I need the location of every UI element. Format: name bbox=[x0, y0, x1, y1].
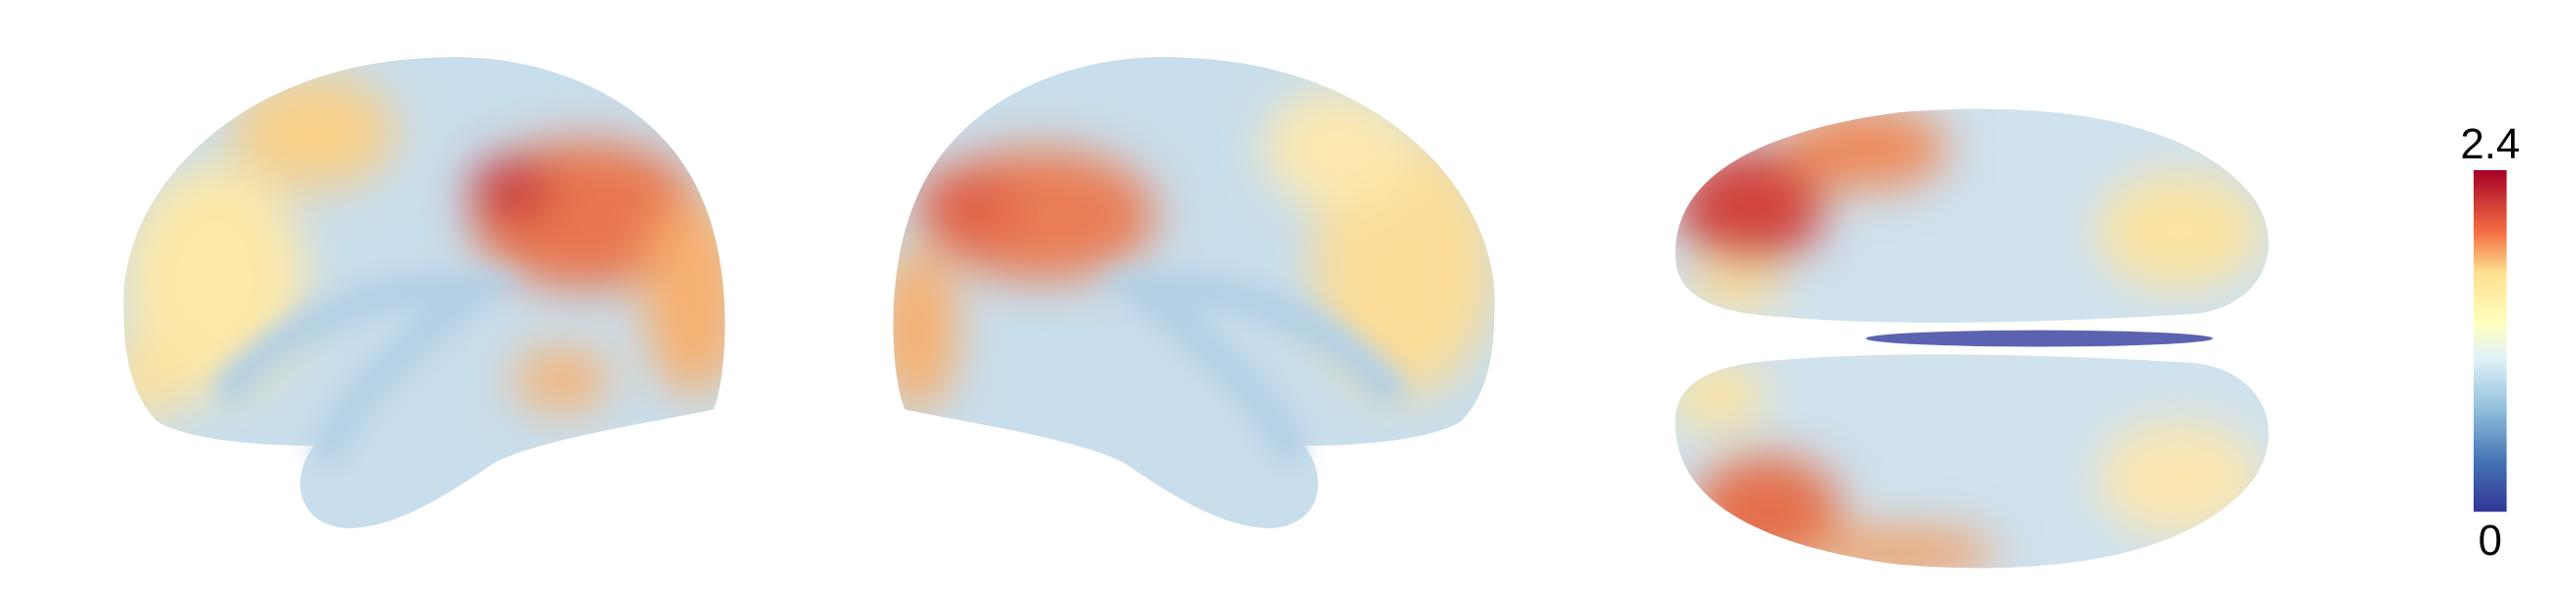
colorbar-min-label: 0 bbox=[2479, 517, 2502, 565]
colorbar bbox=[2473, 169, 2507, 513]
midline bbox=[1865, 330, 2213, 347]
brain-lateral-right bbox=[893, 56, 1495, 528]
colorbar-max-label: 2.4 bbox=[2460, 121, 2520, 168]
brain-dorsal-lower bbox=[1675, 354, 2269, 569]
brain-dorsal-upper bbox=[1675, 108, 2269, 323]
brain-lateral-left bbox=[123, 56, 725, 528]
